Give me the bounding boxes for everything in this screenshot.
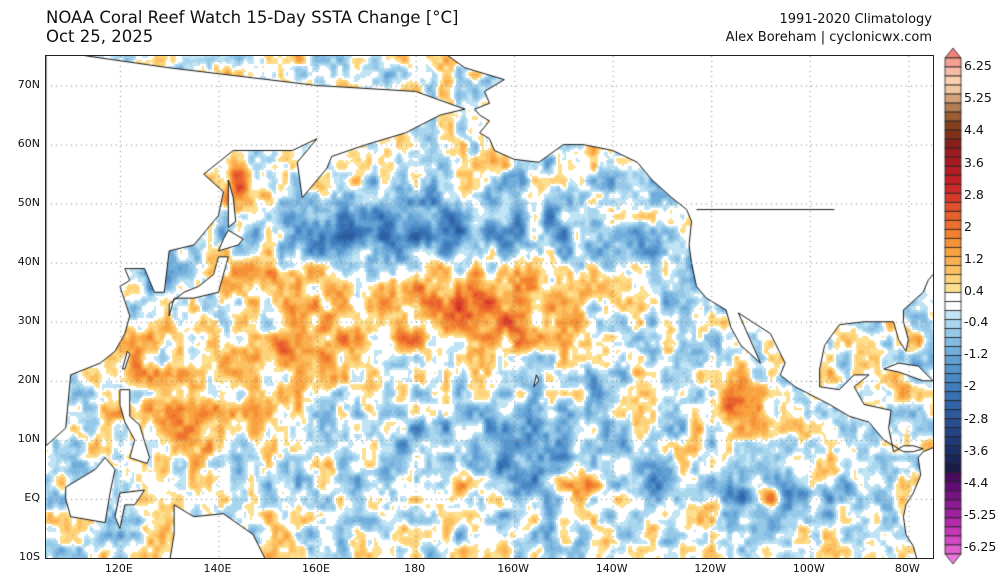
colorbar-label: -5.25: [964, 507, 997, 523]
lat-label: 30N: [17, 313, 40, 327]
lat-label: 20N: [17, 372, 40, 386]
colorbar: [942, 46, 964, 566]
colorbar-label: -6.25: [964, 539, 997, 555]
colorbar-label: -4.4: [964, 475, 989, 490]
lon-label: 140E: [203, 562, 232, 575]
lon-label: 160E: [302, 562, 330, 575]
colorbar-label: 2: [964, 219, 972, 234]
colorbar-label: 6.25: [964, 58, 992, 73]
lat-label: 10N: [17, 431, 40, 445]
lon-label: 180: [404, 562, 426, 575]
colorbar-label: -2: [964, 378, 977, 394]
lat-label: 50N: [17, 195, 40, 209]
lon-label: 140W: [595, 562, 628, 575]
credit-label: Alex Boreham | cyclonicwx.com: [725, 30, 932, 45]
colorbar-label: -2.8: [964, 410, 989, 426]
lat-label: 40N: [17, 254, 40, 268]
lon-label: 80W: [894, 562, 920, 575]
lat-label: 10S: [19, 550, 40, 563]
colorbar-label: 5.25: [964, 90, 992, 106]
colorbar-label: -3.6: [964, 442, 989, 458]
colorbar-label: 0.4: [964, 283, 984, 299]
colorbar-label: 1.2: [964, 251, 984, 267]
colorbar-label: -1.2: [964, 346, 989, 362]
lat-label: EQ: [24, 490, 40, 504]
ssta-change-map: [45, 55, 934, 559]
map-date: Oct 25, 2025: [46, 27, 154, 46]
climatology-label: 1991-2020 Climatology: [779, 12, 932, 27]
lat-label: 70N: [17, 77, 40, 91]
map-title: NOAA Coral Reef Watch 15-Day SSTA Change…: [46, 8, 459, 27]
colorbar-label: 2.8: [964, 186, 984, 202]
colorbar-label: 4.4: [964, 122, 984, 138]
lat-label: 60N: [17, 136, 40, 150]
lon-label: 160W: [497, 562, 530, 575]
colorbar-label: 3.6: [964, 154, 984, 170]
colorbar-label: -0.4: [964, 314, 989, 329]
lon-label: 100W: [792, 562, 825, 575]
lon-label: 120W: [694, 562, 727, 575]
lon-label: 120E: [104, 562, 133, 575]
